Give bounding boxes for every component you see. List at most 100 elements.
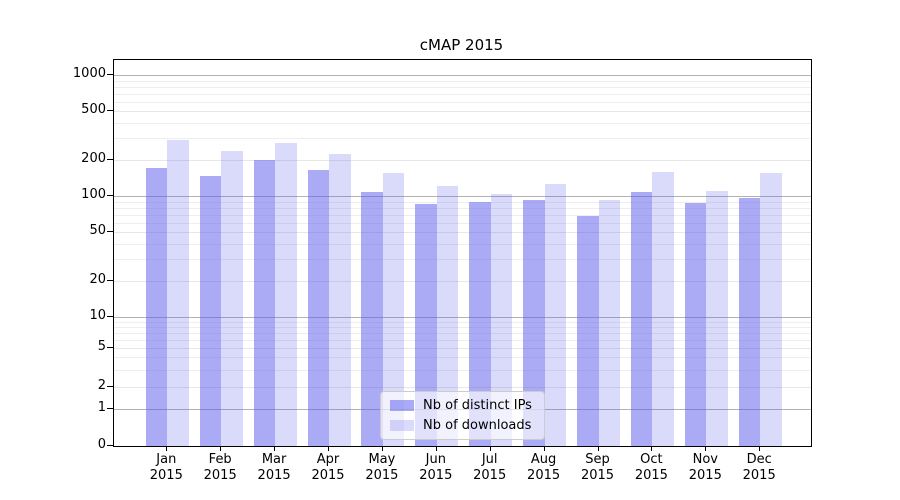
x-tick-label: Jul 2015 [473, 452, 507, 483]
x-tick-mark [651, 446, 653, 451]
x-tick-mark [759, 446, 761, 451]
x-tick-label: Dec 2015 [742, 452, 776, 483]
y-tick-label: 5 [97, 339, 106, 354]
bar-distinct-ips [199, 176, 222, 446]
bar-distinct-ips [630, 191, 653, 446]
gridline-minor [114, 93, 811, 95]
gridline-minor [114, 101, 811, 103]
bar-distinct-ips [738, 198, 761, 446]
gridline-minor [114, 86, 811, 88]
y-tick-mark [107, 74, 113, 75]
x-tick-label: Nov 2015 [688, 452, 722, 483]
gridline-minor [114, 207, 811, 209]
bar-downloads [329, 153, 351, 446]
bar-downloads [598, 200, 620, 446]
chart-title: cMAP 2015 [419, 36, 504, 54]
x-tick-mark [543, 446, 545, 451]
y-tick-label: 20 [89, 271, 106, 287]
gridline [114, 159, 811, 161]
gridline-minor [114, 357, 811, 359]
y-tick-label: 10 [89, 308, 106, 323]
y-tick-mark [107, 195, 113, 196]
x-tick-mark [381, 446, 383, 451]
y-tick-label: 1 [97, 400, 106, 415]
gridline-minor [114, 80, 811, 82]
gridline-minor [114, 339, 811, 341]
legend-row: Nb of downloads [390, 418, 532, 433]
gridline-minor [114, 326, 811, 328]
x-tick-mark [166, 446, 168, 451]
gridline [114, 387, 811, 388]
y-tick-mark [107, 347, 113, 348]
bar-distinct-ips [307, 169, 329, 446]
x-tick-label: Aug 2015 [527, 452, 561, 483]
y-tick-mark [107, 110, 113, 112]
y-tick-label: 500 [81, 102, 106, 118]
y-tick-mark [107, 231, 113, 233]
y-tick-mark [107, 316, 113, 317]
x-tick-label: Jun 2015 [419, 452, 453, 483]
bar-downloads [221, 151, 243, 446]
gridline [114, 280, 811, 282]
bar-downloads [706, 191, 728, 446]
x-tick-mark [220, 446, 222, 451]
bar-distinct-ips [469, 201, 491, 446]
bar-downloads [275, 143, 297, 446]
x-tick-label: Mar 2015 [257, 452, 291, 483]
x-tick-label: Feb 2015 [203, 452, 237, 483]
legend-label: Nb of distinct IPs [423, 398, 532, 413]
bar-downloads [436, 185, 459, 446]
gridline-minor [114, 222, 811, 224]
gridline-major [114, 317, 811, 318]
y-tick-label: 200 [81, 150, 106, 166]
gridline-major [114, 75, 811, 76]
gridline [114, 348, 811, 349]
y-tick-mark [107, 386, 113, 387]
y-tick-label: 50 [89, 223, 106, 239]
x-tick-mark [489, 446, 491, 451]
x-tick-label: Oct 2015 [634, 452, 668, 483]
legend-row: Nb of distinct IPs [390, 398, 532, 413]
bar-downloads [167, 140, 189, 446]
x-tick-mark [597, 446, 599, 451]
y-tick-mark [107, 279, 113, 281]
gridline-minor [114, 321, 811, 323]
bar-distinct-ips [415, 203, 437, 446]
x-tick-mark [705, 446, 707, 451]
legend-swatch-distinct-ips [390, 400, 414, 411]
gridline-minor [114, 201, 811, 203]
y-tick-mark [107, 158, 113, 160]
gridline-minor [114, 332, 811, 334]
y-tick-mark [107, 408, 113, 409]
x-tick-label: Jan 2015 [149, 452, 183, 483]
x-tick-mark [328, 446, 329, 451]
gridline-major [114, 196, 811, 197]
bar-downloads [490, 193, 513, 446]
bar-distinct-ips [145, 168, 168, 446]
gridline-minor [114, 244, 811, 246]
x-tick-label: Apr 2015 [311, 452, 345, 483]
legend-swatch-downloads [390, 420, 414, 431]
y-tick-mark [107, 445, 113, 446]
bar-distinct-ips [684, 202, 707, 446]
bar-downloads [382, 172, 405, 446]
bar-downloads [760, 172, 782, 446]
gridline-minor [114, 138, 811, 140]
y-tick-label: 2 [97, 378, 106, 393]
bar-distinct-ips [577, 216, 599, 446]
bar-distinct-ips [253, 160, 276, 446]
bar-distinct-ips [523, 200, 545, 446]
gridline-minor [114, 259, 811, 261]
gridline-minor [114, 214, 811, 216]
x-tick-mark [274, 446, 276, 451]
gridline-minor [114, 123, 811, 125]
gridline [114, 232, 811, 234]
legend-label: Nb of downloads [423, 418, 532, 433]
y-tick-label: 100 [81, 187, 106, 202]
y-tick-label: 0 [97, 437, 106, 452]
plot-area: Nb of distinct IPs Nb of downloads [113, 59, 812, 447]
legend: Nb of distinct IPs Nb of downloads [380, 391, 545, 440]
bar-downloads [652, 172, 674, 446]
bar-downloads [544, 184, 567, 446]
